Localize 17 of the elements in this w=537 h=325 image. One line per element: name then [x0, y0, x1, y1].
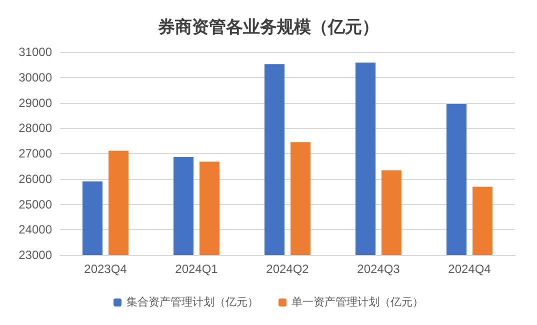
x-tick-label: 2024Q4 [448, 262, 492, 276]
y-tick-label: 24000 [18, 222, 52, 237]
x-tick-label: 2024Q2 [266, 262, 310, 276]
y-tick-label: 31000 [18, 45, 52, 59]
y-tick-label: 29000 [18, 96, 52, 110]
y-tick-label: 25000 [18, 197, 52, 212]
x-tick-label: 2024Q3 [357, 262, 400, 276]
y-tick-label: 27000 [18, 146, 52, 160]
legend-label: 集合资产管理计划（亿元） [126, 296, 258, 308]
legend-label: 单一资产管理计划（亿元） [292, 296, 424, 308]
y-tick-label: 23000 [18, 248, 52, 262]
x-tick-label: 2023Q4 [84, 262, 128, 276]
y-tick-label: 30000 [18, 70, 52, 84]
chart-title: 券商资管各业务规模（亿元） [157, 18, 379, 38]
y-tick-label: 28000 [18, 121, 52, 136]
x-tick-label: 2024Q1 [175, 262, 218, 276]
y-tick-label: 26000 [18, 172, 52, 186]
